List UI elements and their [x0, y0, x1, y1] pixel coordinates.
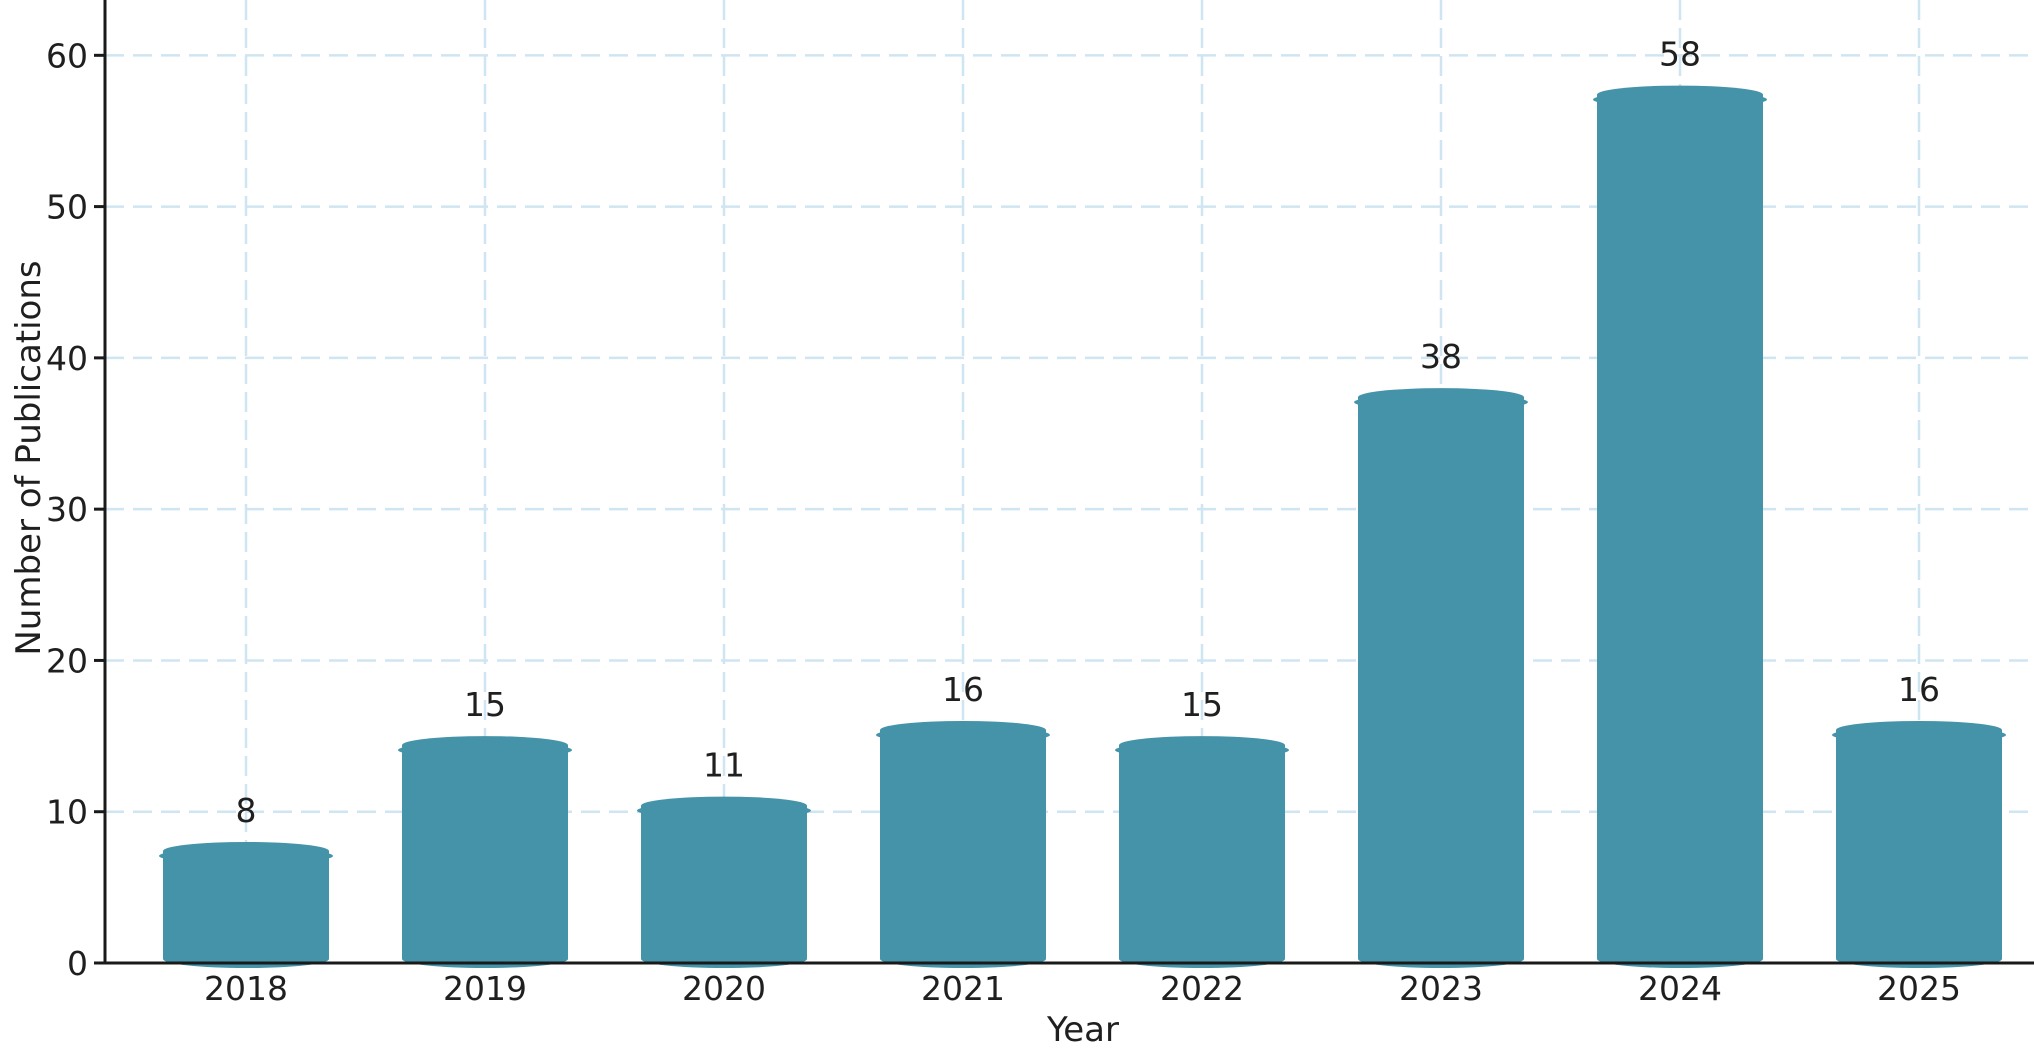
bar-body: [1119, 736, 1285, 968]
x-tick-label-2024: 2024: [1638, 969, 1722, 1008]
value-label-2018: 8: [236, 791, 257, 830]
x-axis-title: Year: [1046, 1010, 1119, 1048]
x-tick-label-2020: 2020: [682, 969, 766, 1008]
value-label-2024: 58: [1659, 35, 1701, 74]
x-tick-label-2022: 2022: [1160, 969, 1244, 1008]
x-tick-label-2025: 2025: [1877, 969, 1961, 1008]
y-tick-label-0: 0: [67, 944, 88, 983]
bar-2023: [1354, 388, 1528, 968]
tick-labels: 0 10 20 30 40 50 60 2018 2019 2020 2021 2022 2023 202…: [46, 36, 1961, 1008]
x-tick-label-2018: 2018: [204, 969, 288, 1008]
y-tick-label-40: 40: [46, 339, 88, 378]
bar-body: [880, 720, 1046, 968]
bar-2024: [1593, 85, 1767, 969]
bar-2021: [876, 720, 1050, 968]
bar-value-labels: 8 15 11 16 15 38 58 16: [236, 35, 1941, 830]
value-label-2020: 11: [703, 746, 745, 785]
bar-body: [1597, 85, 1763, 969]
bar-2019: [398, 736, 572, 968]
y-tick-label-50: 50: [46, 188, 88, 227]
x-tick-label-2021: 2021: [921, 969, 1005, 1008]
value-label-2023: 38: [1420, 337, 1462, 376]
bar-2018: [159, 841, 333, 968]
bar-body: [1836, 720, 2002, 968]
y-tick-label-20: 20: [46, 641, 88, 680]
bar-body: [402, 736, 568, 968]
bar-2025: [1832, 720, 2006, 968]
bar-2020: [637, 796, 811, 968]
axes: [94, 0, 2034, 965]
value-label-2021: 16: [942, 670, 984, 709]
bar-body: [163, 841, 329, 968]
y-axis-title: Number of Publications: [9, 260, 49, 655]
value-label-2019: 15: [464, 685, 506, 724]
bar-2022: [1115, 736, 1289, 968]
y-tick-label-60: 60: [46, 36, 88, 75]
bar-body: [1358, 388, 1524, 968]
x-tick-label-2019: 2019: [443, 969, 527, 1008]
value-label-2025: 16: [1898, 670, 1940, 709]
value-label-2022: 15: [1181, 685, 1223, 724]
bars: [159, 85, 2006, 969]
y-tick-label-10: 10: [46, 793, 88, 832]
y-tick-label-30: 30: [46, 490, 88, 529]
bar-body: [641, 796, 807, 968]
x-tick-label-2023: 2023: [1399, 969, 1483, 1008]
